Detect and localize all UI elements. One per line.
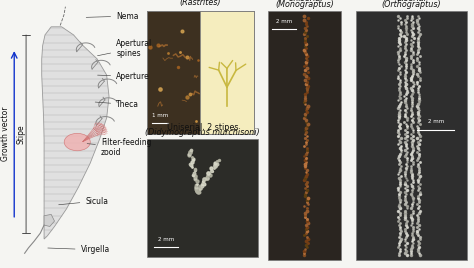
- Text: Biserial: Biserial: [396, 0, 426, 3]
- Text: (Didymograptus murchisoni): (Didymograptus murchisoni): [146, 128, 260, 137]
- Bar: [147, 11, 200, 134]
- Text: Theca: Theca: [95, 100, 139, 109]
- Polygon shape: [42, 27, 109, 239]
- Text: Filter-feeding
zooid: Filter-feeding zooid: [87, 138, 152, 157]
- Text: Uniserial: Uniserial: [287, 0, 322, 3]
- Text: 2 mm: 2 mm: [158, 237, 174, 242]
- Text: 2 mm: 2 mm: [276, 18, 292, 24]
- Text: (Rastrites): (Rastrites): [180, 0, 221, 7]
- Bar: [200, 11, 254, 134]
- Text: (Orthograptus): (Orthograptus): [382, 0, 441, 9]
- Bar: [268, 11, 341, 260]
- Text: Apertural
spines: Apertural spines: [98, 39, 152, 58]
- Text: Uniserial, 2 stipes: Uniserial, 2 stipes: [167, 123, 238, 132]
- Bar: [147, 139, 258, 257]
- Polygon shape: [44, 214, 55, 226]
- Text: Aperture: Aperture: [98, 72, 150, 81]
- Ellipse shape: [64, 133, 90, 151]
- Text: Stipe: Stipe: [17, 124, 26, 144]
- Text: Growth vector: Growth vector: [1, 107, 10, 161]
- Text: 2 mm: 2 mm: [428, 119, 444, 124]
- Text: (Monograptus): (Monograptus): [275, 0, 334, 9]
- Text: Nema: Nema: [86, 12, 138, 21]
- Text: Virgella: Virgella: [48, 245, 110, 254]
- Text: Sicula: Sicula: [59, 196, 109, 206]
- Text: 1 mm: 1 mm: [152, 113, 168, 118]
- Bar: [356, 11, 467, 260]
